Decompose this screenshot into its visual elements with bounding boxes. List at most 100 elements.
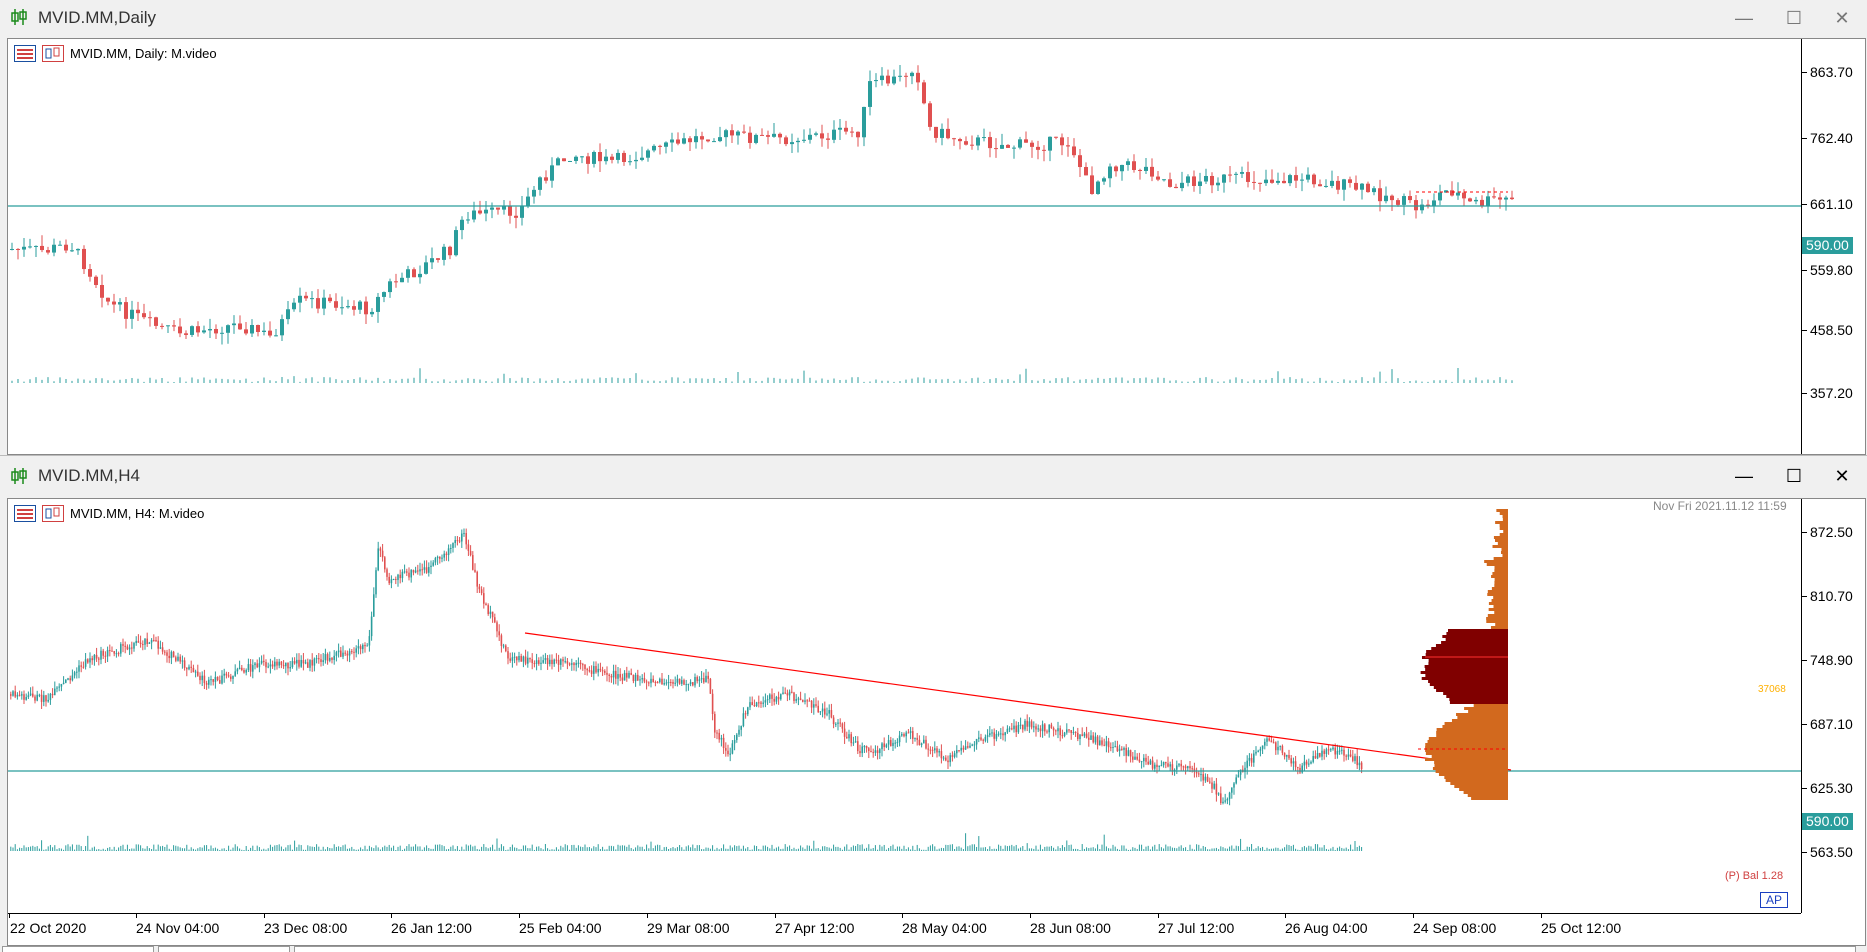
object-list-icon[interactable] — [42, 505, 64, 522]
h4-chart-frame[interactable]: MVID.MM, H4: M.video Nov Fri 2021.11.12 … — [7, 498, 1866, 946]
chart-tab[interactable] — [158, 946, 290, 952]
candle-body — [500, 635, 503, 646]
candle-body — [754, 134, 758, 143]
candle-body — [111, 650, 113, 652]
candle-body — [1235, 777, 1237, 784]
candle-body — [993, 732, 995, 739]
autoscroll-ap-button[interactable]: AP — [1760, 892, 1789, 908]
candle-body — [637, 674, 639, 681]
candle-body — [388, 576, 390, 584]
candle-body — [157, 640, 159, 649]
candle-body — [214, 328, 218, 334]
candle-body — [742, 131, 746, 133]
h4-legend-text: MVID.MM, H4: M.video — [70, 506, 205, 521]
object-list-icon[interactable] — [42, 45, 64, 62]
volume-profile-bar — [1425, 749, 1508, 752]
candle-body — [131, 647, 133, 649]
candle-body — [1438, 192, 1442, 201]
candle-body — [953, 753, 956, 757]
candle-body — [610, 156, 614, 160]
h4-price-scale[interactable]: 872.50 810.70 748.90 687.10 625.30 563.5… — [1801, 499, 1865, 913]
price-label: 687.10 — [1810, 716, 1853, 732]
candle-body — [1024, 139, 1028, 143]
candle-body — [1150, 166, 1154, 177]
indicator-list-icon[interactable] — [14, 45, 36, 62]
close-icon[interactable]: ✕ — [1834, 466, 1850, 486]
candle-body — [643, 678, 646, 682]
candle-body — [1083, 733, 1086, 736]
candle-body — [749, 702, 751, 708]
candle-body — [334, 301, 338, 308]
candle-body — [234, 671, 236, 676]
candle-body — [285, 662, 287, 667]
candle-body — [904, 75, 908, 77]
candle-body — [214, 676, 217, 682]
candle-body — [670, 682, 672, 684]
candle-body — [205, 683, 208, 685]
candle-body — [588, 670, 591, 672]
candle-body — [262, 330, 266, 333]
candle-body — [282, 665, 285, 667]
candle-body — [448, 246, 452, 256]
candle-body — [1072, 146, 1076, 156]
daily-titlebar[interactable]: MVID.MM,Daily — ☐ ✕ — [0, 0, 1867, 36]
candle-body — [703, 678, 705, 683]
candle-body — [1195, 772, 1198, 774]
h4-price-chart[interactable] — [8, 499, 1801, 913]
candle-body — [665, 682, 668, 684]
candle-body — [920, 743, 923, 745]
candle-body — [748, 132, 752, 143]
indicator-list-icon[interactable] — [14, 505, 36, 522]
candle-body — [887, 740, 890, 745]
candle-body — [170, 651, 173, 659]
minimize-icon[interactable]: — — [1735, 8, 1753, 28]
candle-body — [489, 611, 492, 614]
candle-body — [36, 694, 38, 701]
daily-price-scale[interactable]: 863.70 762.40 661.10 559.80 458.50 357.2… — [1801, 39, 1865, 454]
candle-body — [821, 708, 824, 712]
volume-profile-bar — [1424, 665, 1508, 668]
candle-body — [1288, 175, 1292, 184]
candle-body — [203, 675, 206, 684]
candle-body — [951, 755, 954, 757]
candle-body — [208, 328, 212, 331]
close-icon[interactable]: ✕ — [1834, 8, 1850, 28]
candle-body — [762, 702, 764, 704]
candle-body — [401, 571, 404, 579]
h4-titlebar[interactable]: MVID.MM,H4 — ☐ ✕ — [0, 455, 1867, 496]
chart-tab[interactable] — [2, 946, 154, 952]
candle-body — [758, 702, 760, 704]
minimize-icon[interactable]: — — [1735, 466, 1753, 486]
candle-body — [424, 262, 428, 274]
candle-body — [533, 663, 536, 665]
candle-body — [676, 678, 679, 683]
chart-tab[interactable] — [294, 946, 1856, 952]
candle-body — [1048, 136, 1052, 151]
candle-body — [1255, 751, 1257, 754]
maximize-icon[interactable]: ☐ — [1785, 466, 1803, 486]
candle-body — [791, 691, 793, 693]
candle-body — [1068, 729, 1070, 731]
candle-body — [1341, 749, 1343, 751]
candle-body — [514, 215, 518, 218]
candle-body — [934, 748, 936, 751]
h4-legend: MVID.MM, H4: M.video — [14, 505, 204, 522]
daily-price-chart[interactable] — [8, 39, 1801, 454]
candle-body — [753, 705, 756, 707]
candle-body — [1343, 749, 1345, 756]
candlestick-chart-icon — [11, 468, 27, 484]
h4-time-axis[interactable]: 22 Oct 2020 24 Nov 04:00 23 Dec 08:00 26… — [8, 913, 1801, 944]
daily-chart-frame[interactable]: MVID.MM, Daily: M.video 863.70 762.40 66… — [7, 38, 1866, 455]
candle-body — [1372, 188, 1376, 193]
candle-body — [601, 670, 604, 672]
volume-profile-bar — [1499, 524, 1508, 527]
volume-profile-bar — [1491, 587, 1508, 590]
candle-body — [1110, 747, 1112, 749]
candle-body — [265, 662, 267, 668]
candle-body — [1171, 764, 1174, 772]
maximize-icon[interactable]: ☐ — [1785, 8, 1803, 28]
candle-body — [56, 687, 58, 689]
volume-profile-bar — [1433, 686, 1508, 689]
candle-body — [664, 142, 668, 147]
candle-body — [608, 674, 610, 676]
